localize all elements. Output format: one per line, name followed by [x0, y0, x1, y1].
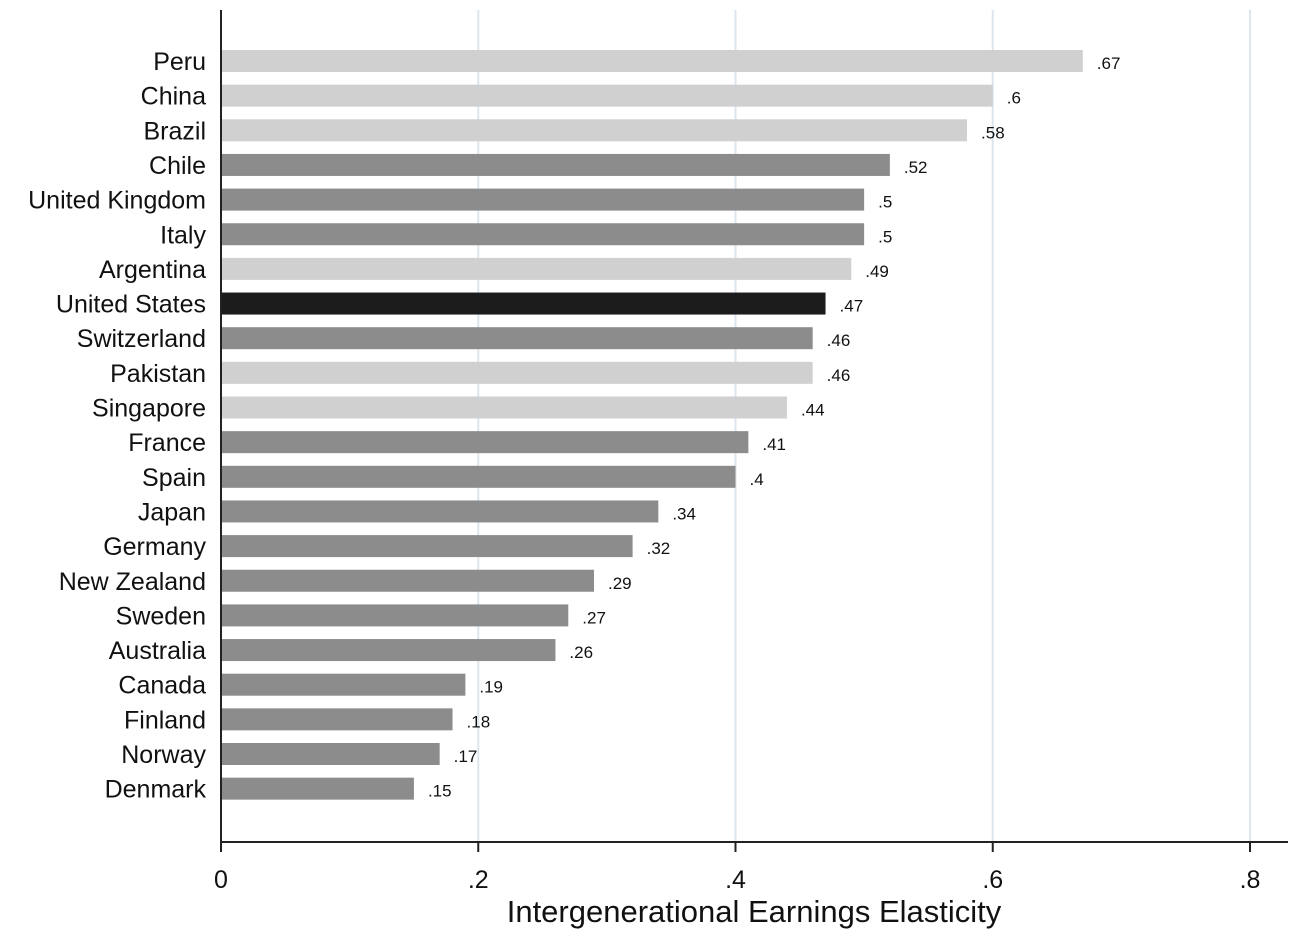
category-label: Argentina — [99, 256, 206, 284]
category-label: China — [141, 83, 206, 111]
x-tick-label: .6 — [982, 866, 1003, 894]
x-tick-label: .4 — [725, 866, 746, 894]
bar — [221, 153, 890, 176]
bar — [221, 431, 749, 454]
bar — [221, 500, 659, 523]
bar — [221, 569, 595, 592]
category-label: Italy — [160, 221, 206, 249]
bar-value-label: .19 — [479, 678, 503, 697]
category-label: Australia — [109, 637, 206, 665]
category-label: Brazil — [143, 117, 206, 145]
bar — [221, 84, 993, 107]
category-label: Germany — [103, 533, 206, 561]
category-label: Canada — [118, 672, 206, 700]
bar-value-label: .52 — [904, 158, 928, 177]
x-axis-title: Intergenerational Earnings Elasticity — [507, 894, 1002, 929]
bar-value-label: .15 — [428, 782, 452, 801]
category-label: Norway — [121, 741, 206, 769]
bar-value-label: .32 — [647, 539, 671, 558]
x-tick-label: .8 — [1240, 866, 1261, 894]
category-label: New Zealand — [59, 568, 206, 596]
bar-value-label: .4 — [750, 470, 764, 489]
bar-value-label: .46 — [827, 331, 851, 350]
bar — [221, 188, 865, 211]
bar-value-label: .5 — [878, 227, 892, 246]
axes: 0 .2 .4 .6 .8 — [214, 10, 1288, 894]
bar-value-label: .26 — [569, 643, 593, 662]
category-label: Peru — [153, 48, 206, 76]
category-label: France — [128, 429, 206, 457]
bar-value-label: .47 — [840, 297, 864, 316]
bar — [221, 673, 466, 696]
bar — [221, 465, 736, 488]
x-tick-label: .2 — [468, 866, 489, 894]
category-label: Denmark — [105, 776, 207, 804]
bar-value-label: .44 — [801, 401, 825, 420]
bar-value-label: .46 — [827, 366, 851, 385]
bar — [221, 777, 414, 800]
category-label: Sweden — [116, 602, 206, 630]
category-label: Pakistan — [110, 360, 206, 388]
bar — [221, 292, 826, 315]
bar-value-label: .27 — [582, 608, 606, 627]
value-labels: .67.6.58.52.5.5.49.47.46.46.44.41.4.34.3… — [428, 54, 1120, 801]
bar — [221, 223, 865, 246]
bar-value-label: .49 — [865, 262, 889, 281]
bar — [221, 361, 813, 384]
category-label: United States — [56, 291, 206, 319]
bar — [221, 743, 440, 765]
category-label: Finland — [124, 706, 206, 734]
bar — [221, 396, 787, 419]
category-labels: Peru China Brazil Chile United Kingdom Italy A… — [28, 48, 206, 804]
category-label: Singapore — [92, 395, 206, 423]
bar — [221, 257, 852, 280]
bar — [221, 708, 453, 731]
category-label: Spain — [142, 464, 206, 492]
category-label: Japan — [138, 498, 206, 526]
bar-value-label: .41 — [762, 435, 786, 454]
gridlines — [477, 10, 1251, 842]
x-tick-label: 0 — [214, 866, 228, 894]
bar-value-label: .58 — [981, 123, 1005, 142]
bar-value-label: .6 — [1007, 89, 1021, 108]
bar-value-label: .34 — [672, 504, 696, 523]
bar-value-label: .29 — [608, 574, 632, 593]
bar-value-label: .5 — [878, 193, 892, 212]
category-label: Switzerland — [77, 325, 206, 353]
bar-value-label: .18 — [467, 712, 491, 731]
category-label: Chile — [149, 152, 206, 180]
bar-value-label: .17 — [454, 747, 478, 766]
bar — [221, 327, 813, 350]
bar-value-label: .67 — [1097, 54, 1121, 73]
bar — [221, 604, 569, 627]
bars — [221, 50, 1083, 800]
bar — [221, 119, 968, 142]
bar — [221, 639, 556, 662]
bar — [221, 50, 1083, 72]
bar — [221, 535, 633, 558]
category-label: United Kingdom — [28, 187, 206, 215]
